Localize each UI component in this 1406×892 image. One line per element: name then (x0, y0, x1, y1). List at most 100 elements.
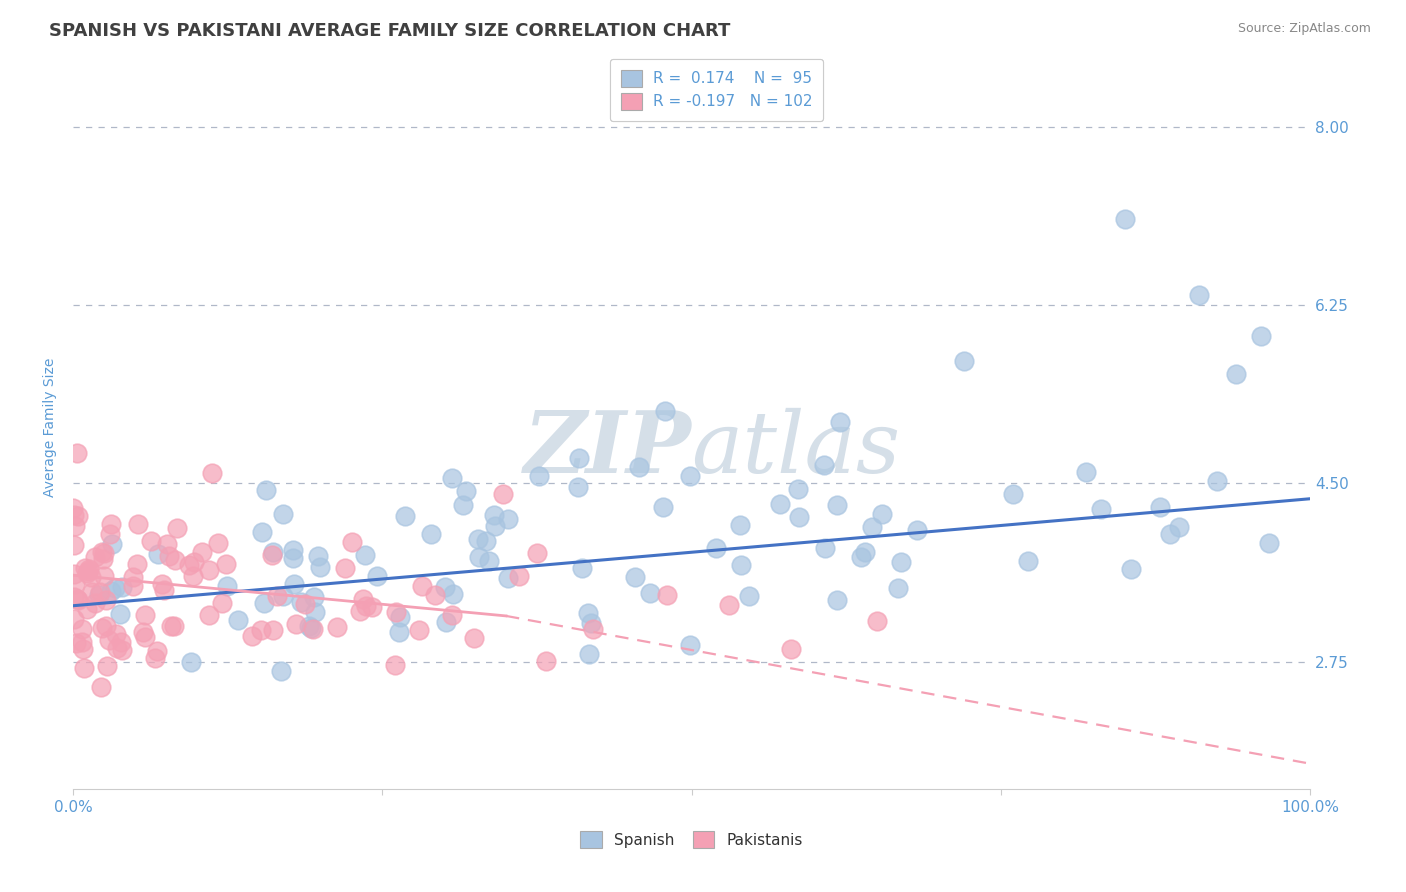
Point (62, 501, 84, 516)
Text: SPANISH VS PAKISTANI AVERAGE FAMILY SIZE CORRELATION CHART: SPANISH VS PAKISTANI AVERAGE FAMILY SIZE… (49, 22, 731, 40)
Point (134, 607, 156, 622)
Point (1114, 211, 1136, 226)
Point (813, 458, 835, 472)
Point (83, 550, 105, 565)
Point (571, 561, 593, 575)
Point (534, 654, 557, 668)
Point (145, 644, 167, 658)
Point (441, 587, 464, 601)
Point (498, 512, 520, 526)
Point (108, 607, 131, 621)
Point (150, 576, 173, 591)
Point (153, 583, 176, 598)
Point (655, 588, 678, 602)
Point (1225, 367, 1247, 381)
Point (440, 470, 463, 484)
Point (411, 579, 433, 593)
Point (779, 642, 801, 657)
Point (440, 608, 463, 623)
Point (93, 569, 115, 583)
Point (66, 591, 89, 606)
Point (638, 586, 661, 600)
Point (66, 592, 89, 607)
Point (93, 546, 115, 560)
Point (283, 577, 305, 591)
Point (304, 605, 326, 619)
Point (281, 551, 304, 566)
Point (1206, 475, 1229, 489)
Point (1149, 500, 1171, 515)
Point (89, 584, 111, 599)
Point (467, 549, 489, 564)
Point (825, 498, 848, 512)
Point (134, 631, 156, 645)
Point (1258, 536, 1281, 550)
Point (890, 555, 912, 569)
Point (568, 450, 591, 465)
Point (100, 516, 122, 531)
Point (463, 631, 485, 645)
Point (270, 664, 292, 678)
Point (157, 549, 180, 564)
Point (122, 579, 145, 593)
Point (870, 507, 893, 521)
Point (484, 519, 506, 533)
Point (717, 598, 740, 612)
Point (271, 508, 294, 522)
Point (825, 593, 848, 607)
Point (181, 568, 204, 582)
Point (101, 537, 124, 551)
Point (467, 532, 489, 546)
Point (111, 580, 134, 594)
Point (177, 558, 200, 573)
Point (76, 602, 98, 616)
Point (110, 635, 132, 649)
Point (70, 634, 93, 648)
Point (678, 468, 700, 483)
Point (143, 651, 166, 665)
Point (165, 553, 187, 567)
Point (240, 629, 263, 643)
Point (254, 483, 277, 498)
Point (434, 615, 457, 629)
Point (478, 554, 501, 568)
Point (769, 498, 792, 512)
Point (98, 527, 121, 541)
Point (94, 619, 117, 633)
Point (627, 459, 650, 474)
Point (284, 616, 307, 631)
Point (183, 555, 205, 569)
Point (87, 588, 110, 602)
Point (72, 642, 94, 657)
Point (578, 647, 600, 661)
Point (654, 403, 676, 417)
Point (526, 546, 548, 560)
Point (215, 579, 238, 593)
Point (105, 626, 128, 640)
Point (1188, 288, 1211, 302)
Point (301, 622, 323, 636)
Point (84, 596, 107, 610)
Point (96, 659, 118, 673)
Point (163, 619, 186, 633)
Point (66, 446, 89, 460)
Point (65, 636, 87, 650)
Point (394, 509, 416, 524)
Point (352, 591, 374, 606)
Point (860, 520, 883, 534)
Point (94, 593, 117, 607)
Point (262, 545, 284, 559)
Point (90, 621, 112, 635)
Point (340, 535, 363, 549)
Point (787, 483, 810, 497)
Point (420, 526, 443, 541)
Point (250, 525, 273, 540)
Point (262, 623, 284, 637)
Point (1119, 562, 1142, 576)
Point (273, 589, 295, 603)
Point (1074, 465, 1097, 479)
Point (180, 655, 202, 669)
Point (70, 622, 93, 636)
Point (730, 558, 752, 572)
Point (326, 620, 349, 634)
